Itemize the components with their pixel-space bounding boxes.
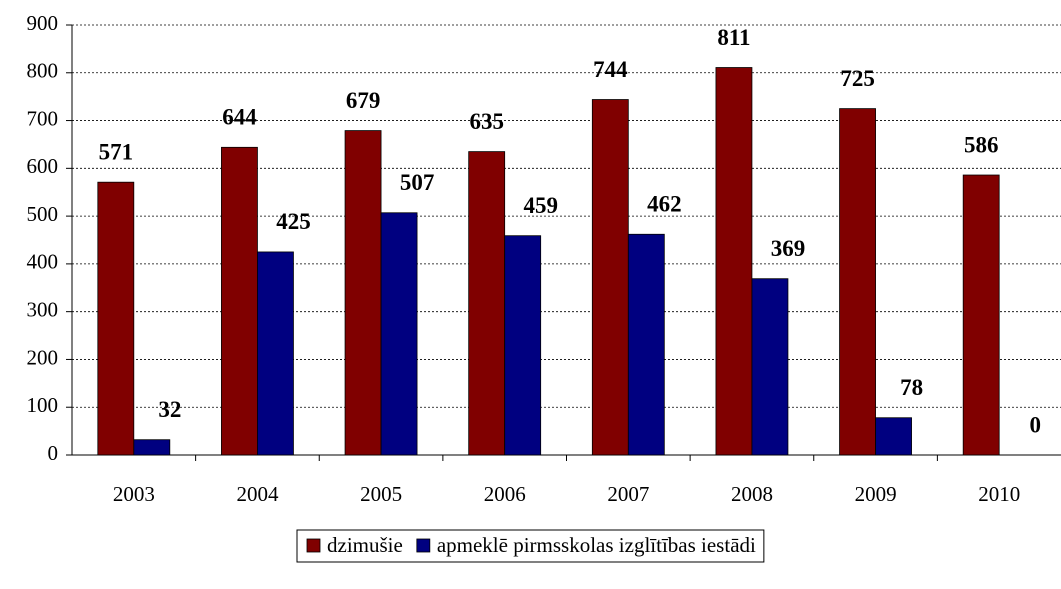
legend-label: apmeklē pirmsskolas izglītības iestādi bbox=[437, 533, 756, 557]
legend-label: dzimušie bbox=[327, 533, 403, 557]
bar bbox=[221, 146, 258, 456]
legend-swatch bbox=[416, 538, 431, 553]
value-label: 679 bbox=[346, 88, 381, 113]
bar bbox=[380, 212, 418, 456]
y-tick-label: 400 bbox=[27, 250, 59, 274]
x-tick-label: 2009 bbox=[855, 482, 897, 506]
x-tick-label: 2003 bbox=[113, 482, 155, 506]
y-tick-label: 300 bbox=[27, 297, 59, 321]
y-tick-label: 100 bbox=[27, 393, 59, 417]
value-label: 369 bbox=[771, 236, 806, 261]
bar bbox=[962, 174, 1000, 456]
bar bbox=[257, 251, 294, 456]
bar bbox=[344, 130, 382, 456]
x-tick-label: 2007 bbox=[607, 482, 649, 506]
bar bbox=[97, 181, 135, 456]
legend-swatch bbox=[306, 538, 321, 553]
value-label: 744 bbox=[593, 57, 628, 82]
value-label: 0 bbox=[1029, 412, 1041, 437]
value-label: 507 bbox=[400, 170, 435, 195]
x-tick-label: 2004 bbox=[236, 482, 279, 506]
y-tick-label: 600 bbox=[27, 154, 59, 178]
bar bbox=[715, 67, 753, 456]
bar bbox=[875, 417, 912, 456]
value-label: 425 bbox=[276, 209, 311, 234]
x-tick-label: 2010 bbox=[978, 482, 1020, 506]
bar bbox=[468, 151, 506, 456]
value-label: 586 bbox=[964, 132, 999, 157]
y-tick-label: 900 bbox=[27, 11, 59, 35]
legend-box bbox=[296, 529, 765, 563]
x-tick-label: 2008 bbox=[731, 482, 773, 506]
x-tick-label: 2005 bbox=[360, 482, 402, 506]
value-label: 811 bbox=[717, 25, 750, 50]
value-label: 644 bbox=[222, 105, 257, 130]
value-label: 78 bbox=[900, 375, 923, 400]
y-tick-label: 700 bbox=[27, 106, 59, 130]
y-tick-label: 0 bbox=[48, 441, 59, 465]
value-label: 462 bbox=[647, 192, 682, 217]
y-tick-label: 800 bbox=[27, 59, 59, 83]
value-label: 32 bbox=[158, 397, 181, 422]
value-label: 459 bbox=[523, 193, 558, 218]
x-tick-label: 2006 bbox=[484, 482, 526, 506]
bar bbox=[751, 278, 789, 456]
y-tick-label: 500 bbox=[27, 202, 59, 226]
value-label: 725 bbox=[840, 66, 875, 91]
value-label: 635 bbox=[469, 109, 504, 134]
bar bbox=[133, 439, 171, 456]
value-label: 571 bbox=[99, 139, 134, 164]
bar bbox=[591, 99, 629, 456]
bar bbox=[839, 108, 876, 456]
bar bbox=[504, 235, 542, 456]
y-tick-label: 200 bbox=[27, 345, 59, 369]
bar bbox=[627, 233, 665, 456]
